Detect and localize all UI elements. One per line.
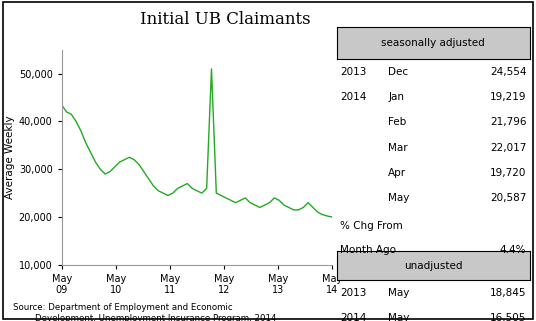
Y-axis label: Average Weekly: Average Weekly bbox=[5, 116, 14, 199]
Text: 18,845: 18,845 bbox=[490, 288, 526, 298]
Text: 2014: 2014 bbox=[340, 92, 366, 102]
Text: 2014: 2014 bbox=[340, 313, 366, 321]
Text: Apr: Apr bbox=[388, 168, 406, 178]
Text: 16,505: 16,505 bbox=[490, 313, 526, 321]
Text: Month Ago: Month Ago bbox=[340, 245, 396, 255]
Text: May: May bbox=[388, 193, 410, 203]
Text: 2013: 2013 bbox=[340, 288, 366, 298]
Text: Jan: Jan bbox=[388, 92, 404, 102]
Text: 22,017: 22,017 bbox=[490, 143, 526, 152]
Text: 4.4%: 4.4% bbox=[500, 245, 526, 255]
Text: % Chg From: % Chg From bbox=[340, 221, 403, 231]
Text: 20,587: 20,587 bbox=[490, 193, 526, 203]
Text: Source: Department of Employment and Economic: Source: Department of Employment and Eco… bbox=[13, 303, 233, 312]
Text: unadjusted: unadjusted bbox=[404, 261, 463, 271]
Text: Development, Unemployment Insurance Program, 2014: Development, Unemployment Insurance Prog… bbox=[13, 314, 277, 321]
Text: May: May bbox=[388, 313, 410, 321]
Text: 19,720: 19,720 bbox=[490, 168, 526, 178]
Text: 21,796: 21,796 bbox=[490, 117, 526, 127]
Text: seasonally adjusted: seasonally adjusted bbox=[381, 38, 485, 48]
Text: Feb: Feb bbox=[388, 117, 406, 127]
Text: Mar: Mar bbox=[388, 143, 408, 152]
Text: Dec: Dec bbox=[388, 67, 408, 77]
Text: Initial UB Claimants: Initial UB Claimants bbox=[140, 11, 310, 28]
Text: 19,219: 19,219 bbox=[490, 92, 526, 102]
Text: 24,554: 24,554 bbox=[490, 67, 526, 77]
Text: May: May bbox=[388, 288, 410, 298]
Text: 2013: 2013 bbox=[340, 67, 366, 77]
